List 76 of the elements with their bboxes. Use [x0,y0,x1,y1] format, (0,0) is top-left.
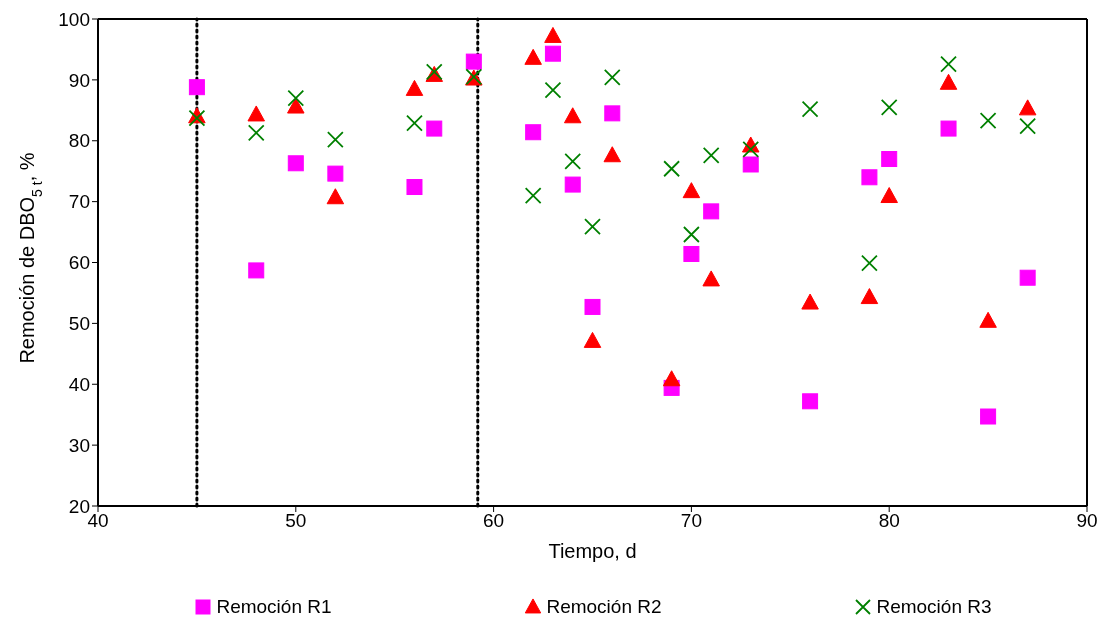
point [188,79,205,96]
point [702,270,720,287]
point [563,107,582,124]
point [603,69,621,86]
x-tick-label: 90 [1076,510,1098,532]
y-tick-label: 50 [68,313,90,335]
point [979,311,997,328]
point [683,226,700,243]
y-tick-label: 80 [68,130,90,152]
point [801,100,819,118]
point [326,131,344,148]
point [564,176,581,193]
point [662,370,681,387]
legend-label: Remoción R3 [876,596,992,618]
point [939,73,958,90]
point [742,156,759,173]
point [426,120,443,137]
point [584,218,601,235]
x-tick-label: 50 [285,510,307,532]
point [544,45,561,62]
point [703,203,720,220]
point [406,114,423,132]
point [465,53,482,70]
point [880,98,898,116]
point [940,120,957,137]
point [604,105,621,122]
y-tick-label: 30 [68,434,90,456]
point [406,179,423,196]
y-tick-label: 70 [68,191,90,213]
point [564,153,582,170]
y-tick-label: 40 [68,373,90,395]
legend-label: Remoción R1 [216,596,332,618]
point [979,112,997,130]
x-tick-label: 60 [483,510,505,532]
point [524,187,542,204]
x-axis-title: Tiempo, d [548,540,637,563]
point [544,81,562,99]
point [583,331,602,348]
point [525,124,542,141]
x-tick-label: 70 [680,510,702,532]
y-tick-label: 20 [68,495,90,517]
point [861,169,878,186]
point [287,155,304,172]
point [742,140,760,158]
point [327,165,344,182]
point [683,245,700,262]
point [1018,99,1037,116]
point [682,182,701,199]
point [861,254,878,272]
point [524,48,542,65]
point [881,151,898,168]
point [247,124,265,142]
point [801,293,819,310]
point [247,105,265,122]
point [802,393,819,410]
point [584,298,601,315]
point [940,55,957,73]
point [663,160,681,178]
y-tick-label: 100 [58,8,90,30]
point [287,97,305,114]
point [603,146,622,163]
point [326,188,345,205]
point [287,89,305,107]
y-tick-label: 60 [68,252,90,274]
point [1019,117,1037,135]
point [405,79,424,96]
point [980,408,997,425]
point [860,288,879,305]
point [1019,269,1036,286]
x-tick-label: 80 [878,510,900,532]
point [544,26,562,43]
point [880,187,898,204]
legend-label: Remoción R2 [546,596,662,618]
point [702,146,720,164]
point [248,262,265,279]
y-tick-label: 90 [68,69,90,91]
